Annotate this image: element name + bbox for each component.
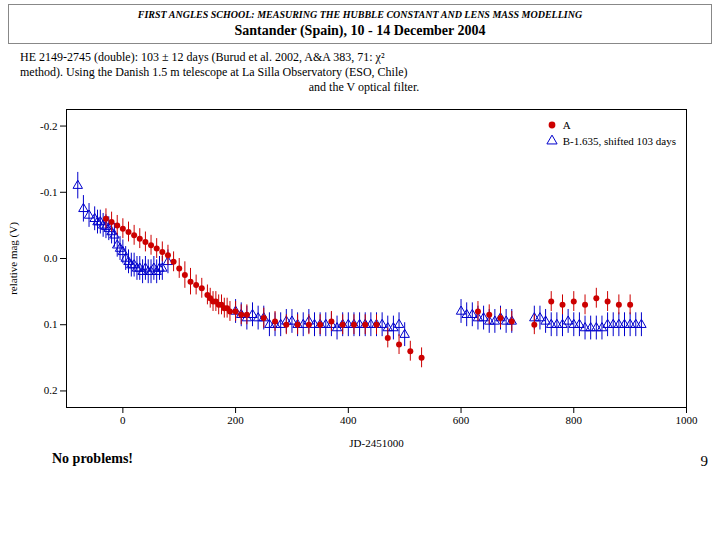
svg-text:800: 800 [566,414,583,426]
svg-text:JD-2451000: JD-2451000 [349,437,404,449]
svg-text:relative mag (V): relative mag (V) [7,222,20,295]
svg-text:200: 200 [227,414,244,426]
svg-text:400: 400 [340,414,357,426]
svg-text:0.1: 0.1 [44,318,58,330]
svg-text:-0.2: -0.2 [40,120,57,132]
html-text:9: 9 [700,453,708,469]
html-text:No problems!: No problems! [52,451,133,466]
html-text:Santander (Spain), 10 - 14 Dec: Santander (Spain), 10 - 14 December 2004 [234,23,486,38]
html-text:B-1.635, shifted 103 days: B-1.635, shifted 103 days [562,135,676,147]
html-text:FIRST ANGLES SCHOOL: MEASURING: FIRST ANGLES SCHOOL: MEASURING THE HUBBL… [137,9,583,20]
html-text:and the V optical filter.: and the V optical filter. [308,80,420,94]
svg-text:0.2: 0.2 [44,384,58,396]
svg-text:0.0: 0.0 [44,252,58,264]
html-text:method). Using the Danish 1.5: method). Using the Danish 1.5 m telescop… [20,65,408,79]
html-text:A: A [562,119,571,131]
svg-text:-0.1: -0.1 [40,186,57,198]
svg-text:1000: 1000 [676,414,699,426]
html-text:HE 2149-2745 (double): 103 ± 1: HE 2149-2745 (double): 103 ± 12 days (Bu… [20,50,385,64]
svg-text:0: 0 [120,414,126,426]
svg-text:600: 600 [453,414,470,426]
